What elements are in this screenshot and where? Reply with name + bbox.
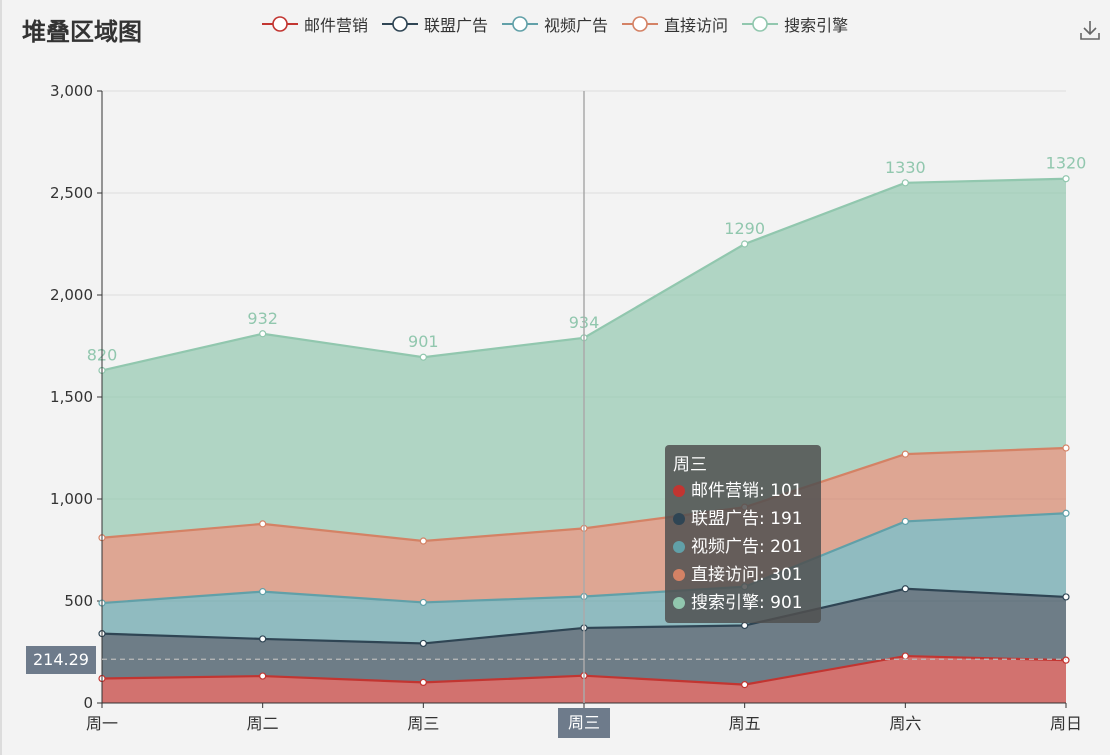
legend-item[interactable]: 视频广告 (502, 12, 608, 36)
area-直接访问 (102, 448, 1066, 604)
tooltip-dot-icon (673, 569, 685, 581)
legend-item[interactable]: 联盟广告 (382, 12, 488, 36)
y-axis-pointer-label: 214.29 (26, 646, 96, 674)
y-tick-label: 1,500 (50, 388, 93, 406)
legend-label: 视频广告 (544, 16, 609, 35)
x-tick-label: 周二 (247, 714, 279, 733)
tooltip-row-label: 邮件营销: 101 (691, 481, 803, 501)
data-point[interactable] (901, 652, 909, 660)
x-tick-label: 周三 (407, 714, 439, 733)
data-point[interactable] (1062, 593, 1070, 601)
tooltip-row: 视频广告: 201 (673, 533, 813, 561)
data-point[interactable] (741, 681, 749, 689)
tooltip-dot-icon (673, 513, 685, 525)
legend-item[interactable]: 邮件营销 (262, 12, 368, 36)
y-tick-label: 500 (64, 592, 93, 610)
data-point[interactable] (419, 598, 427, 607)
tooltip-row-label: 直接访问: 301 (691, 565, 803, 585)
tooltip-row-label: 视频广告: 201 (691, 537, 803, 557)
tooltip-row: 搜索引擎: 901 (673, 589, 813, 617)
data-point[interactable] (1062, 656, 1070, 664)
data-point[interactable] (901, 585, 909, 593)
data-point[interactable] (1062, 444, 1070, 452)
left-edge-divider (0, 0, 2, 755)
y-tick-label: 2,500 (50, 184, 93, 202)
area-视频广告 (102, 513, 1066, 644)
tooltip-row: 联盟广告: 191 (673, 505, 813, 533)
data-point[interactable] (259, 330, 267, 338)
download-icon[interactable] (1078, 18, 1102, 42)
legend-label: 搜索引擎 (784, 16, 849, 35)
data-point[interactable] (259, 672, 267, 680)
data-point[interactable] (419, 537, 427, 545)
legend-label: 直接访问 (664, 16, 729, 35)
tooltip: 周三 邮件营销: 101 联盟广告: 191 视频广告: 201 直接访问: 301 搜… (665, 445, 821, 623)
tooltip-dot-icon (673, 541, 685, 553)
y-tick-label: 1,000 (50, 490, 93, 508)
legend-marker-icon (622, 16, 659, 32)
legend-label: 联盟广告 (424, 16, 489, 35)
chart-title: 堆叠区域图 (22, 18, 142, 46)
data-point[interactable] (419, 639, 427, 648)
data-point[interactable] (901, 179, 909, 187)
tooltip-row: 邮件营销: 101 (673, 477, 813, 505)
data-label: 1320 (1046, 154, 1087, 173)
data-label: 932 (247, 309, 278, 328)
data-point[interactable] (259, 520, 267, 528)
legend-item[interactable]: 直接访问 (622, 12, 728, 36)
tooltip-row-label: 联盟广告: 191 (691, 509, 803, 529)
data-point[interactable] (419, 678, 427, 686)
legend-marker-icon (382, 16, 419, 32)
data-point[interactable] (259, 635, 267, 643)
legend-marker-icon (262, 16, 298, 32)
tooltip-dot-icon (673, 597, 685, 609)
legend: 邮件营销 联盟广告 视频广告 直接访问 搜索引擎 (262, 12, 848, 36)
tooltip-row: 直接访问: 301 (673, 561, 813, 589)
legend-label: 邮件营销 (304, 16, 369, 35)
tooltip-row-label: 搜索引擎: 901 (691, 593, 803, 613)
data-point[interactable] (1062, 509, 1070, 517)
data-point[interactable] (1062, 175, 1070, 183)
tooltip-dot-icon (673, 485, 685, 497)
x-axis-pointer-label: 周三 (558, 708, 610, 738)
x-tick-label: 周五 (729, 714, 761, 733)
x-tick-label: 周日 (1050, 714, 1082, 733)
x-tick-label: 周一 (86, 714, 118, 733)
y-tick-label: 0 (83, 694, 93, 712)
data-point[interactable] (259, 588, 267, 596)
data-label: 1290 (724, 219, 765, 238)
data-point[interactable] (901, 517, 909, 526)
data-point[interactable] (741, 621, 749, 630)
x-tick-label: 周六 (889, 714, 921, 733)
legend-marker-icon (742, 16, 779, 32)
tooltip-title: 周三 (673, 455, 707, 475)
data-label: 901 (408, 332, 439, 351)
data-point[interactable] (419, 353, 427, 361)
y-tick-label: 3,000 (50, 82, 93, 100)
y-tick-label: 2,000 (50, 286, 93, 304)
data-point[interactable] (741, 240, 749, 248)
legend-marker-icon (502, 16, 539, 32)
data-point[interactable] (901, 450, 909, 458)
data-label: 1330 (885, 158, 926, 177)
legend-item[interactable]: 搜索引擎 (742, 12, 848, 36)
